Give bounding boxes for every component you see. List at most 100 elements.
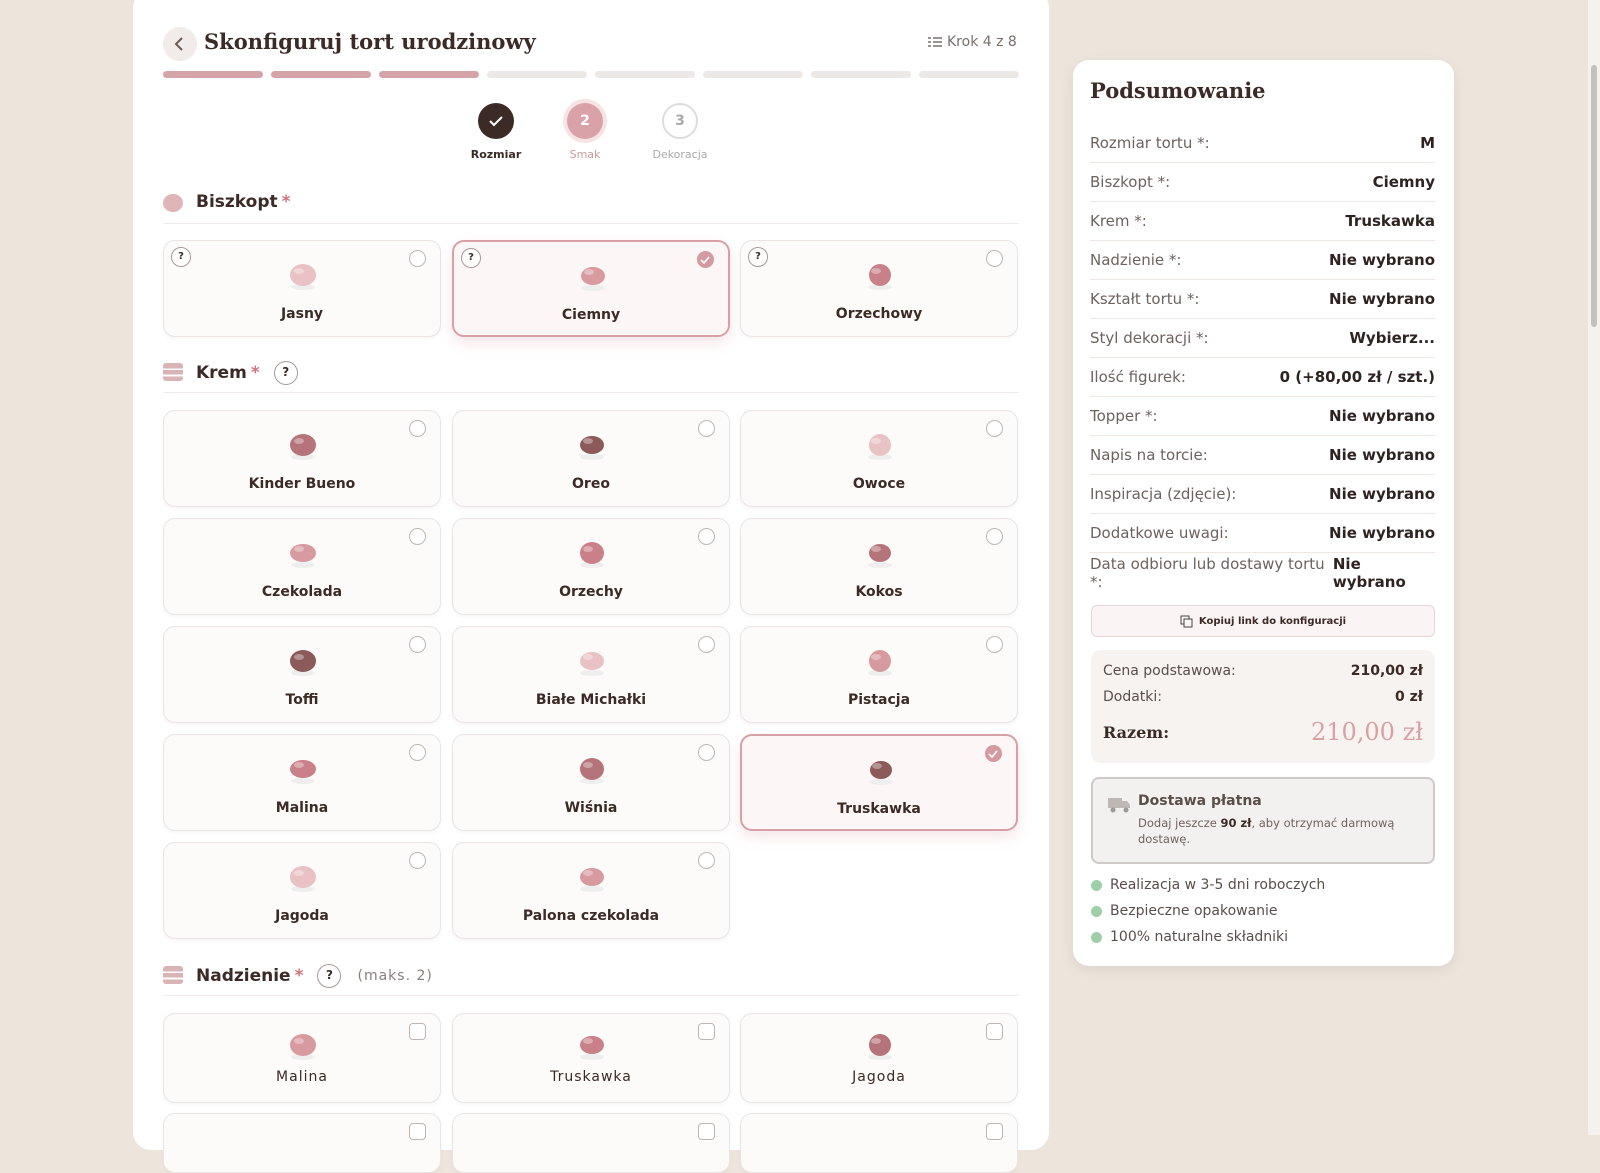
truck-icon [1108, 798, 1130, 813]
option-label: Orzechy [559, 584, 623, 600]
option-card[interactable]: Białe Michałki [452, 626, 730, 723]
summary-row: Styl dekoracji *: Wybierz... [1090, 319, 1435, 358]
help-badge[interactable]: ? [171, 247, 191, 267]
option-illustration [868, 544, 892, 568]
summary-row: Napis na torcie: Nie wybrano [1090, 436, 1435, 475]
radio[interactable] [409, 744, 426, 761]
help-badge[interactable]: ? [317, 964, 342, 988]
option-icon [285, 858, 321, 894]
checkbox[interactable] [409, 1023, 426, 1040]
option-icon [862, 426, 898, 462]
radio[interactable] [986, 528, 1003, 545]
option-icon [574, 426, 610, 462]
delivery-amount: 90 zł [1220, 816, 1252, 830]
option-label: Ciemny [561, 307, 621, 323]
option-label: Czekolada [261, 584, 343, 600]
radio[interactable] [409, 852, 426, 869]
option-illustration [290, 760, 316, 784]
option-card[interactable] [452, 1113, 730, 1173]
option-card[interactable]: Malina [163, 1013, 441, 1103]
checkbox[interactable] [409, 1123, 426, 1140]
option-card[interactable]: Truskawka [452, 1013, 730, 1103]
option-card[interactable]: Jagoda [740, 1013, 1018, 1103]
price-row: Dodatki: 0 zł [1103, 689, 1423, 705]
checkbox[interactable] [986, 1123, 1003, 1140]
radio[interactable] [409, 420, 426, 437]
scroll-thumb[interactable] [1591, 65, 1597, 327]
radio[interactable] [698, 744, 715, 761]
option-card[interactable]: Owoce [740, 410, 1018, 507]
option-label: Jagoda [275, 908, 329, 924]
option-card[interactable]: Toffi [163, 626, 441, 723]
summary-label: Kształt tortu *: [1090, 290, 1200, 308]
option-illustration [290, 1034, 316, 1060]
radio[interactable] [409, 250, 426, 267]
divider [163, 392, 1019, 393]
radio[interactable] [985, 745, 1002, 762]
option-illustration [290, 264, 316, 290]
summary-title: Podsumowanie [1090, 78, 1266, 103]
summary-value: Nie wybrano [1329, 407, 1435, 425]
back-button[interactable] [163, 27, 197, 61]
feature-item: 100% naturalne składniki [1091, 929, 1288, 945]
checkbox[interactable] [698, 1023, 715, 1040]
option-card[interactable]: Kinder Bueno [163, 410, 441, 507]
option-icon [863, 751, 899, 787]
checkbox[interactable] [986, 1023, 1003, 1040]
option-illustration [290, 866, 316, 892]
option-card[interactable]: Oreo [452, 410, 730, 507]
option-card[interactable]: Kokos [740, 518, 1018, 615]
delivery-box: Dostawa płatna Dodaj jeszcze 90 zł, aby o… [1091, 777, 1435, 864]
section-header: Krem *? [196, 361, 298, 385]
summary-row: Dodatkowe uwagi: Nie wybrano [1090, 514, 1435, 553]
option-card[interactable]: ? Jasny [163, 240, 441, 337]
option-card[interactable]: Jagoda [163, 842, 441, 939]
option-card[interactable]: Orzechy [452, 518, 730, 615]
option-card[interactable]: Czekolada [163, 518, 441, 615]
option-card[interactable]: ? Ciemny [452, 240, 730, 337]
option-card[interactable]: Malina [163, 734, 441, 831]
copy-icon [1180, 615, 1193, 627]
option-label: Kinder Bueno [248, 476, 356, 492]
option-card[interactable] [163, 1113, 441, 1173]
radio[interactable] [409, 528, 426, 545]
help-badge[interactable]: ? [273, 361, 298, 385]
help-badge[interactable]: ? [748, 247, 768, 267]
radio[interactable] [698, 852, 715, 869]
option-illustration [580, 1036, 604, 1060]
radio[interactable] [698, 636, 715, 653]
option-card[interactable]: Pistacja [740, 626, 1018, 723]
summary-value: Wybierz... [1349, 329, 1435, 347]
summary-label: Krem *: [1090, 212, 1147, 230]
checkbox[interactable] [698, 1123, 715, 1140]
radio[interactable] [986, 420, 1003, 437]
summary-label: Ilość figurek: [1090, 368, 1186, 386]
summary-value: Nie wybrano [1329, 251, 1435, 269]
option-card[interactable]: Palona czekolada [452, 842, 730, 939]
option-card[interactable]: Truskawka [740, 734, 1018, 831]
radio[interactable] [409, 636, 426, 653]
radio[interactable] [697, 251, 714, 268]
price-label: Cena podstawowa: [1103, 663, 1236, 679]
option-illustration [869, 761, 893, 785]
option-card[interactable]: Wiśnia [452, 734, 730, 831]
section-title: Nadzienie [196, 966, 291, 986]
copy-link-button[interactable]: Kopiuj link do konfiguracji [1091, 605, 1435, 637]
option-label: Owoce [852, 476, 906, 492]
help-badge[interactable]: ? [461, 248, 481, 268]
option-label: Wiśnia [564, 800, 618, 816]
option-card[interactable]: ? Orzechowy [740, 240, 1018, 337]
option-icon [285, 426, 321, 462]
progress-segment [703, 71, 803, 78]
radio[interactable] [986, 636, 1003, 653]
summary-value: Truskawka [1345, 212, 1435, 230]
option-label: Jasny [280, 306, 324, 322]
option-icon [574, 750, 610, 786]
check-icon [700, 256, 710, 265]
radio[interactable] [698, 420, 715, 437]
radio[interactable] [986, 250, 1003, 267]
option-label: Orzechowy [835, 306, 923, 322]
summary-label: Dodatkowe uwagi: [1090, 524, 1229, 542]
option-card[interactable] [740, 1113, 1018, 1173]
radio[interactable] [698, 528, 715, 545]
